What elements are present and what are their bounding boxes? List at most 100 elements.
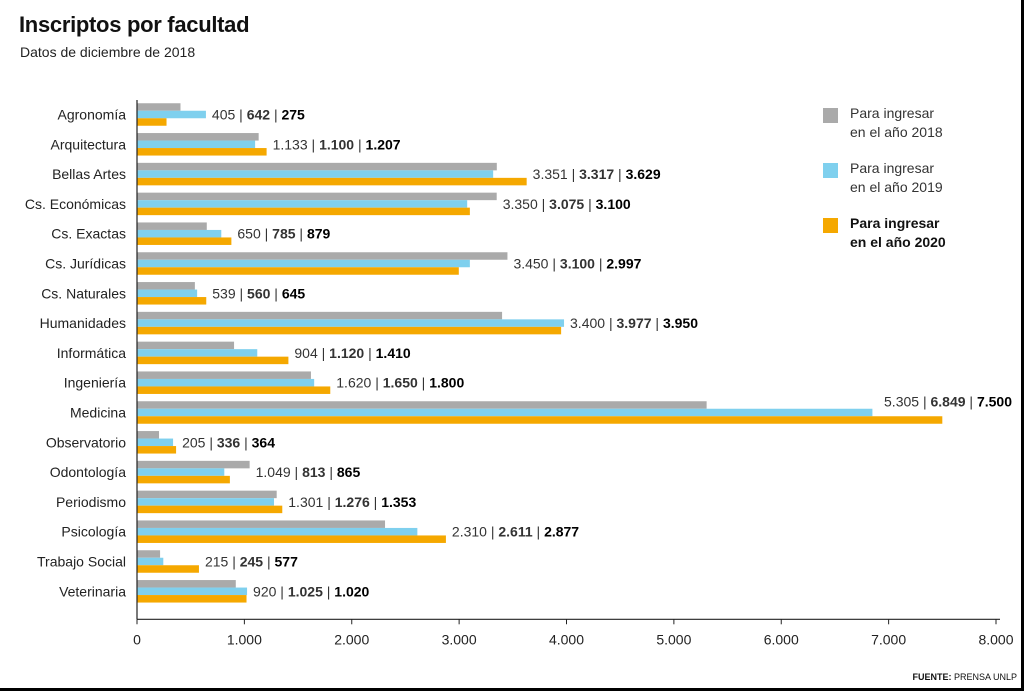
value-label-2019-agronomia: 642 <box>247 107 271 123</box>
value-sep-odontologia: | <box>325 464 336 480</box>
legend-label-2019: Para ingresar en el año 2019 <box>850 159 1020 197</box>
bar-psicologia-2019 <box>137 527 418 536</box>
source-value: PRENSA UNLP <box>953 672 1017 682</box>
bar-cs-exactas-2018 <box>137 222 207 230</box>
category-label-bellas-artes: Bellas Artes <box>52 166 126 182</box>
bar-cs-exactas-2019 <box>137 229 222 238</box>
value-label-2020-odontologia: 865 <box>337 464 361 480</box>
bar-informatica-2019 <box>137 349 258 357</box>
value-labels-medicina: 5.305 | 6.849 | 7.500 <box>884 394 1012 410</box>
legend-label-2018-line2: en el año 2018 <box>850 124 943 140</box>
value-labels-humanidades: 3.400 | 3.977 | 3.950 <box>570 315 698 331</box>
value-labels-cs-juridicas: 3.450 | 3.100 | 2.997 <box>513 256 641 272</box>
x-tick-label-0: 0 <box>133 631 141 647</box>
value-sep-cs-exactas: | <box>296 226 307 242</box>
x-tick-label-4: 4.000 <box>549 631 584 647</box>
x-tick-label-5: 5.000 <box>656 631 691 647</box>
value-labels-psicologia: 2.310 | 2.611 | 2.877 <box>452 524 579 540</box>
value-label-2018-cs-economicas: 3.350 <box>503 196 538 212</box>
value-sep-humanidades: | <box>652 315 663 331</box>
value-label-2018-cs-naturales: 539 <box>212 285 236 301</box>
value-label-2018-trabajo-social: 215 <box>205 554 229 570</box>
bar-agronomia-2019 <box>137 110 206 119</box>
value-label-2018-ingenieria: 1.620 <box>336 375 371 391</box>
value-label-2020-veterinaria: 1.020 <box>334 583 369 599</box>
value-label-2018-humanidades: 3.400 <box>570 315 605 331</box>
value-labels-veterinaria: 920 | 1.025 | 1.020 <box>253 583 369 599</box>
value-sep-medicina: | <box>966 394 977 410</box>
x-tick-label-6: 6.000 <box>764 631 799 647</box>
bar-periodismo-2020 <box>137 505 283 514</box>
bar-arquitectura-2019 <box>137 140 256 149</box>
value-sep-periodismo: | <box>370 494 381 510</box>
value-labels-cs-naturales: 539 | 560 | 645 <box>212 285 305 301</box>
value-sep-ingenieria: | <box>371 375 382 391</box>
value-labels-cs-economicas: 3.350 | 3.075 | 3.100 <box>503 196 631 212</box>
bar-observatorio-2019 <box>137 438 174 447</box>
bar-cs-naturales-2020 <box>137 297 207 305</box>
value-labels-periodismo: 1.301 | 1.276 | 1.353 <box>288 494 416 510</box>
value-sep-agronomia: | <box>235 107 246 123</box>
value-label-2020-cs-naturales: 645 <box>282 285 306 301</box>
category-label-cs-exactas: Cs. Exactas <box>51 226 126 242</box>
value-labels-cs-exactas: 650 | 785 | 879 <box>237 226 330 242</box>
value-labels-agronomia: 405 | 642 | 275 <box>212 107 305 123</box>
category-label-odontologia: Odontología <box>50 464 126 480</box>
value-label-2019-trabajo-social: 245 <box>240 554 264 570</box>
chart-subtitle: Datos de diciembre de 2018 <box>20 44 196 60</box>
legend-label-2019-line2: en el año 2019 <box>850 179 943 195</box>
category-label-informatica: Informática <box>57 345 126 361</box>
bar-medicina-2019 <box>137 408 873 417</box>
value-sep-cs-exactas: | <box>261 226 272 242</box>
category-label-cs-juridicas: Cs. Jurídicas <box>45 256 126 272</box>
bar-veterinaria-2018 <box>137 580 236 588</box>
chart-title: Inscriptos por facultad <box>19 12 250 37</box>
value-sep-observatorio: | <box>240 434 251 450</box>
bar-cs-naturales-2019 <box>137 289 198 298</box>
category-label-periodismo: Periodismo <box>56 494 126 510</box>
bar-bellas-artes-2018 <box>137 162 497 171</box>
bar-cs-economicas-2020 <box>137 207 470 216</box>
value-labels-odontologia: 1.049 | 813 | 865 <box>256 464 361 480</box>
value-label-2020-informatica: 1.410 <box>376 345 411 361</box>
value-label-2020-periodismo: 1.353 <box>381 494 416 510</box>
bar-arquitectura-2018 <box>137 133 259 141</box>
value-label-2019-psicologia: 2.611 <box>498 524 532 540</box>
value-label-2019-informatica: 1.120 <box>329 345 364 361</box>
bar-informatica-2020 <box>137 356 289 365</box>
bar-bellas-artes-2019 <box>137 170 494 178</box>
bar-periodismo-2019 <box>137 498 275 506</box>
legend-label-2018-line1: Para ingresar <box>850 105 935 121</box>
value-label-2018-agronomia: 405 <box>212 107 236 123</box>
bar-arquitectura-2020 <box>137 148 267 156</box>
value-sep-psicologia: | <box>487 524 498 540</box>
bar-ingenieria-2018 <box>137 371 311 379</box>
bar-humanidades-2018 <box>137 311 503 320</box>
bar-medicina-2018 <box>137 401 707 409</box>
value-labels-observatorio: 205 | 336 | 364 <box>182 434 275 450</box>
x-tick-label-2: 2.000 <box>334 631 369 647</box>
source-note: FUENTE: PRENSA UNLP <box>912 672 1017 682</box>
value-label-2020-observatorio: 364 <box>252 434 276 450</box>
value-sep-cs-naturales: | <box>270 285 281 301</box>
value-sep-cs-economicas: | <box>584 196 595 212</box>
bar-veterinaria-2019 <box>137 587 248 596</box>
bar-psicologia-2018 <box>137 520 386 528</box>
value-label-2018-odontologia: 1.049 <box>256 464 291 480</box>
bar-odontologia-2020 <box>137 475 230 484</box>
value-label-2019-arquitectura: 1.100 <box>319 136 354 152</box>
value-label-2020-agronomia: 275 <box>281 107 305 123</box>
value-sep-medicina: | <box>919 394 930 410</box>
value-sep-psicologia: | <box>533 524 544 540</box>
x-tick-label-1: 1.000 <box>227 631 262 647</box>
bar-psicologia-2020 <box>137 535 446 543</box>
value-sep-periodismo: | <box>323 494 334 510</box>
value-label-2020-cs-exactas: 879 <box>307 226 331 242</box>
value-sep-trabajo-social: | <box>228 554 239 570</box>
value-sep-veterinaria: | <box>276 583 287 599</box>
value-labels-trabajo-social: 215 | 245 | 577 <box>205 554 298 570</box>
value-sep-humanidades: | <box>605 315 616 331</box>
value-label-2020-arquitectura: 1.207 <box>366 136 401 152</box>
